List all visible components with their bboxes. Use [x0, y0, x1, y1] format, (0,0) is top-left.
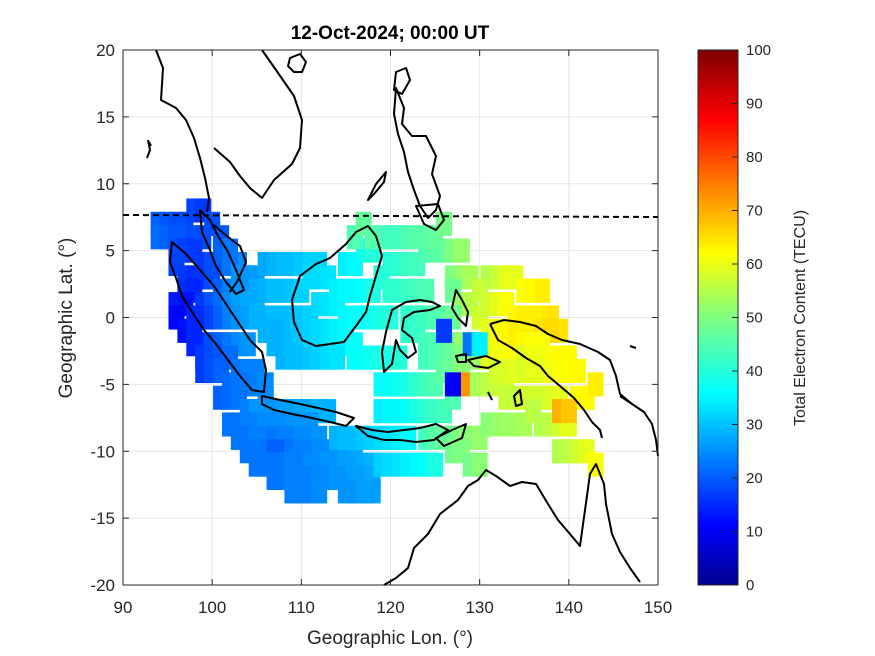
- coastline-borneo: [291, 225, 383, 347]
- coastline-east-islands: [487, 345, 637, 407]
- coastline-timor: [435, 423, 467, 447]
- colorbar-tick-label: 40: [746, 363, 763, 380]
- tec-cell: [239, 332, 256, 357]
- colorbar-tick-label: 90: [746, 96, 763, 113]
- colorbar-tick-label: 70: [746, 203, 763, 220]
- colorbar-tick-label: 30: [746, 417, 763, 434]
- tec-cell: [427, 452, 444, 477]
- tec-cells: [150, 198, 604, 504]
- coastline-philippines: [367, 87, 445, 231]
- tec-cell: [587, 372, 604, 397]
- y-tick-label: -10: [90, 442, 115, 461]
- colorbar-label: Total Electron Content (TECU): [792, 210, 809, 426]
- colorbar-tick-label: 50: [746, 310, 763, 327]
- map-plot-area: [122, 49, 659, 586]
- coastline-andaman: [146, 139, 152, 159]
- y-tick-label: 5: [106, 242, 115, 261]
- tec-cell: [391, 345, 408, 370]
- coastline-sulawesi: [381, 299, 441, 373]
- colorbar-tick-label: 60: [746, 256, 763, 273]
- chart-title: 12-Oct-2024; 00:00 UT: [291, 23, 490, 44]
- coastline-java: [261, 395, 355, 427]
- coastline-new-guinea: [489, 319, 659, 457]
- coastline-australia: [383, 463, 641, 586]
- colorbar-tick-label: 80: [746, 149, 763, 166]
- x-axis-ticks: 90 100 110 120 130 140 150: [114, 50, 672, 617]
- x-tick-label: 140: [555, 598, 583, 617]
- tec-cell: [435, 318, 453, 343]
- coastline-hainan: [287, 53, 307, 73]
- coastline-halmahera: [451, 289, 469, 327]
- colorbar-tick-label: 100: [746, 42, 771, 59]
- tec-cell: [471, 452, 488, 477]
- colorbar-tick-label: 0: [746, 577, 754, 594]
- coastline-buru: [455, 353, 467, 363]
- coastline-mainland-asia: [155, 49, 303, 293]
- x-tick-label: 150: [644, 598, 672, 617]
- colorbar-gradient: [697, 49, 739, 586]
- coastline-malay-peninsula: [199, 209, 245, 295]
- x-axis-label: Geographic Lon. (°): [307, 628, 473, 649]
- coastline-lesser-sunda: [355, 423, 449, 443]
- x-tick-label: 110: [288, 598, 315, 617]
- y-axis-label: Geographic Lat. (°): [56, 238, 77, 399]
- y-tick-label: 10: [96, 175, 115, 194]
- tec-cell: [534, 278, 551, 303]
- x-tick-label: 130: [465, 598, 493, 617]
- tec-cell: [418, 278, 435, 303]
- tec-cell: [328, 345, 346, 370]
- colorbar-ticks: 0 10 20 30 40 50 60 70 80 90 100: [732, 42, 771, 594]
- coastline-seram: [467, 355, 501, 369]
- tec-cell: [435, 211, 453, 236]
- y-tick-label: -15: [90, 509, 115, 528]
- colorbar-tick-label: 20: [746, 470, 763, 487]
- x-tick-label: 100: [198, 598, 226, 617]
- colorbar: 0 10 20 30 40 50 60 70 80 90 100 Total Electron Co…: [697, 42, 809, 594]
- y-tick-label: -5: [100, 375, 115, 394]
- coastline-sumatra: [169, 241, 267, 393]
- tec-cell: [560, 399, 577, 424]
- tec-cell: [453, 238, 470, 263]
- coastline-taiwan: [393, 67, 411, 95]
- colorbar-tick-label: 10: [746, 524, 763, 541]
- tec-cell: [569, 358, 586, 384]
- magnetic-equator-line: [122, 214, 659, 218]
- x-tick-label: 120: [376, 598, 404, 617]
- tec-cell: [400, 425, 417, 450]
- y-tick-label: 0: [106, 309, 115, 328]
- y-tick-label: -20: [90, 576, 115, 595]
- tec-cell: [311, 479, 328, 504]
- y-tick-label: 15: [96, 108, 115, 127]
- y-tick-label: 20: [96, 41, 115, 60]
- y-axis-ticks: 20 15 10 5 0 -5 -10 -15 -20: [90, 41, 658, 595]
- x-tick-label: 90: [114, 598, 133, 617]
- tec-cell: [364, 479, 381, 504]
- tec-cell: [471, 332, 488, 357]
- tec-cell: [444, 372, 461, 397]
- coastlines: [146, 49, 659, 586]
